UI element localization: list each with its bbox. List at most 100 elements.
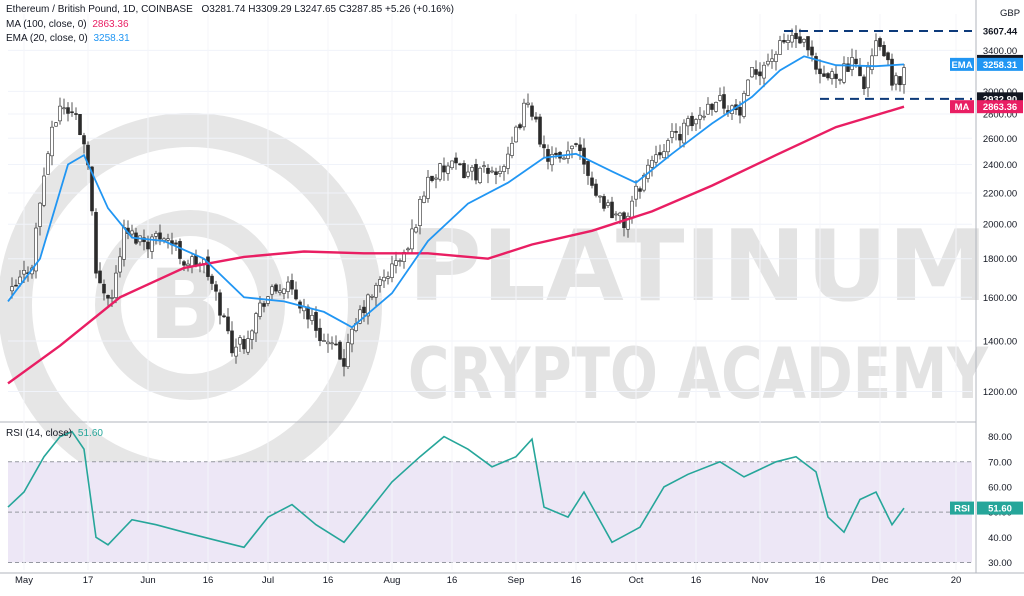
candle-body [670, 131, 674, 138]
candle-body [434, 177, 438, 180]
candle-body [898, 76, 902, 86]
symbol-title: Ethereum / British Pound, 1D, COINBASE [6, 4, 193, 15]
price-tag-prefix-box [950, 57, 974, 71]
time-tick-label: Oct [629, 575, 644, 586]
candle [106, 294, 110, 307]
candle [382, 269, 386, 288]
candle-body [834, 73, 838, 79]
candle-body [662, 151, 666, 159]
time-tick-label: 16 [571, 575, 582, 586]
candle-body [54, 122, 58, 127]
candle-body [246, 338, 250, 353]
candle [574, 142, 578, 148]
candle [522, 98, 526, 131]
candle [530, 102, 534, 121]
candle [70, 102, 74, 117]
candle [542, 135, 546, 158]
candle-body [206, 256, 210, 277]
candle-body [658, 152, 662, 156]
candle [654, 145, 658, 166]
candle [210, 273, 214, 290]
candle [586, 159, 590, 185]
candle-body [270, 286, 274, 295]
rsi-label: RSI (14, close) [6, 428, 73, 439]
candle-body [18, 276, 22, 285]
candle-body [118, 256, 122, 273]
candle-body [838, 79, 842, 81]
price-tag-value: 3607.44 [983, 27, 1018, 38]
candle [730, 104, 734, 121]
candle [610, 196, 614, 219]
candle [898, 76, 902, 92]
candle [38, 201, 42, 236]
candle-body [822, 73, 826, 77]
candle-body [226, 316, 230, 332]
candle-body [570, 145, 574, 149]
legend-rsi[interactable]: RSI (14, close) 51.60 [6, 428, 103, 439]
legend-ema[interactable]: EMA (20, close, 0) 3258.31 [6, 33, 130, 44]
candle-body [842, 63, 846, 83]
candle-body [590, 177, 594, 186]
legend-ma[interactable]: MA (100, close, 0) 2863.36 [6, 19, 129, 30]
price-tick-label: 2000.00 [983, 220, 1017, 231]
candle-body [330, 342, 334, 345]
candle-body [678, 134, 682, 141]
candle-body [866, 66, 870, 89]
candle [14, 279, 18, 287]
candle-body [602, 196, 606, 209]
candle-body [94, 212, 98, 274]
time-tick-label: 16 [815, 575, 826, 586]
time-tick-label: May [15, 575, 33, 586]
candle [34, 222, 38, 279]
candle-body [314, 312, 318, 331]
candle-body [346, 342, 350, 367]
candle-body [178, 241, 182, 259]
candle [778, 35, 782, 55]
candle [218, 289, 222, 325]
candle-body [210, 275, 214, 284]
candle-body [122, 227, 126, 260]
candle [802, 38, 806, 48]
candle-body [242, 338, 246, 350]
candle [206, 249, 210, 281]
candle-body [218, 292, 222, 316]
candle [234, 338, 238, 364]
candle [718, 87, 722, 102]
candle [486, 164, 490, 184]
candle-body [490, 170, 494, 173]
candle [490, 166, 494, 174]
candle-body [710, 103, 714, 110]
candle-body [654, 154, 658, 163]
candle-body [14, 284, 18, 287]
candle [570, 145, 574, 159]
candle-body [442, 165, 446, 173]
candle [562, 156, 566, 160]
price-tag-value: 51.60 [988, 504, 1012, 515]
candle [274, 283, 278, 294]
price-tick-label: 1600.00 [983, 293, 1017, 304]
candle-body [254, 313, 258, 334]
price-tag-ema: 3258.31 EMA [950, 57, 1023, 71]
candle [850, 48, 854, 77]
candle [322, 333, 326, 342]
candle [614, 211, 618, 221]
time-tick-label: 17 [83, 575, 94, 586]
candle-body [322, 340, 326, 342]
candle [374, 282, 378, 307]
price-tag-value: 3258.31 [983, 60, 1018, 71]
candle [434, 174, 438, 189]
candle [346, 333, 350, 370]
time-tick-label: Aug [384, 575, 401, 586]
candle [474, 158, 478, 185]
candle [270, 284, 274, 300]
candle-body [286, 281, 290, 292]
candle [882, 41, 886, 58]
candle-body [238, 337, 242, 345]
candles [10, 25, 906, 377]
candle [838, 78, 842, 85]
price-tag-prefix-box [950, 501, 974, 515]
candle-body [406, 248, 410, 251]
candle [114, 265, 118, 304]
